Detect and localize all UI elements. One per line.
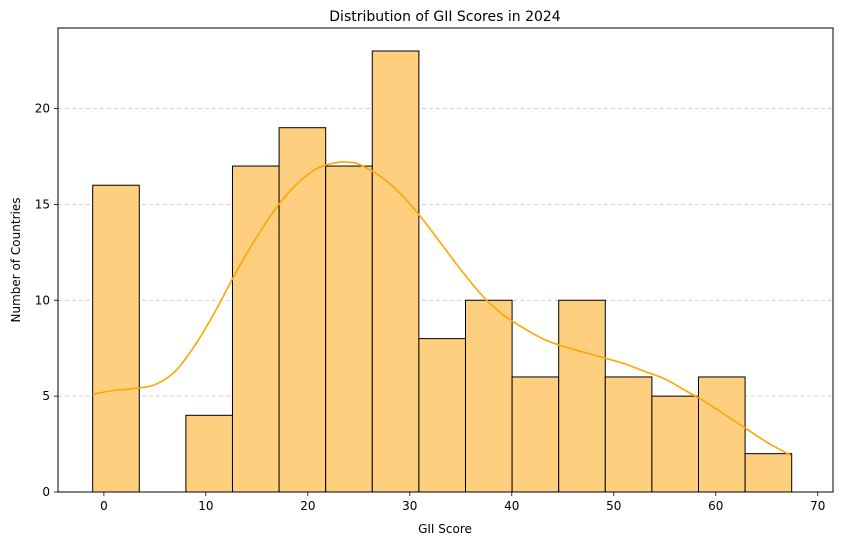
y-tick-label-0: 0 bbox=[42, 485, 50, 499]
histogram-bar-12 bbox=[651, 395, 699, 493]
histogram-bar-6 bbox=[371, 50, 420, 493]
y-tick-label-1: 5 bbox=[42, 389, 50, 403]
histogram-bar-5 bbox=[325, 165, 373, 493]
x-tick-label-3: 30 bbox=[402, 499, 417, 513]
histogram-bars bbox=[92, 50, 793, 493]
x-tick-label-4: 40 bbox=[504, 499, 519, 513]
kde-line bbox=[92, 160, 792, 457]
y-tick-label-4: 20 bbox=[35, 102, 50, 116]
plot-frame bbox=[57, 27, 834, 493]
y-axis-label: Number of Countries bbox=[9, 198, 23, 323]
histogram-bar-4 bbox=[278, 127, 327, 493]
x-axis-ticks: 0 10 20 30 40 50 60 70 bbox=[100, 492, 825, 513]
x-tick-label-7: 70 bbox=[810, 499, 825, 513]
histogram-bar-10 bbox=[558, 299, 606, 493]
x-tick-label-1: 10 bbox=[198, 499, 213, 513]
x-tick-label-6: 60 bbox=[708, 499, 723, 513]
x-tick-label-0: 0 bbox=[100, 499, 108, 513]
x-tick-label-2: 20 bbox=[300, 499, 315, 513]
chart-title: Distribution of GII Scores in 2024 bbox=[329, 9, 561, 25]
histogram-bar-9 bbox=[511, 376, 560, 493]
histogram-bar-8 bbox=[464, 299, 513, 493]
histogram-bar-11 bbox=[604, 376, 653, 493]
histogram-bar-7 bbox=[418, 338, 466, 493]
y-tick-label-2: 10 bbox=[35, 293, 50, 307]
x-tick-label-5: 50 bbox=[606, 499, 621, 513]
histogram-bar-2 bbox=[185, 414, 233, 493]
histogram-bar-0 bbox=[92, 184, 140, 493]
kde-curve-group bbox=[92, 160, 792, 457]
histogram-bar-13 bbox=[697, 376, 746, 493]
y-axis-ticks: 0 5 10 15 20 bbox=[35, 102, 58, 499]
y-tick-label-3: 15 bbox=[35, 197, 50, 211]
histogram-bar-14 bbox=[744, 453, 793, 493]
histogram-bar-3 bbox=[231, 165, 280, 493]
x-axis-label: GII Score bbox=[418, 522, 472, 536]
